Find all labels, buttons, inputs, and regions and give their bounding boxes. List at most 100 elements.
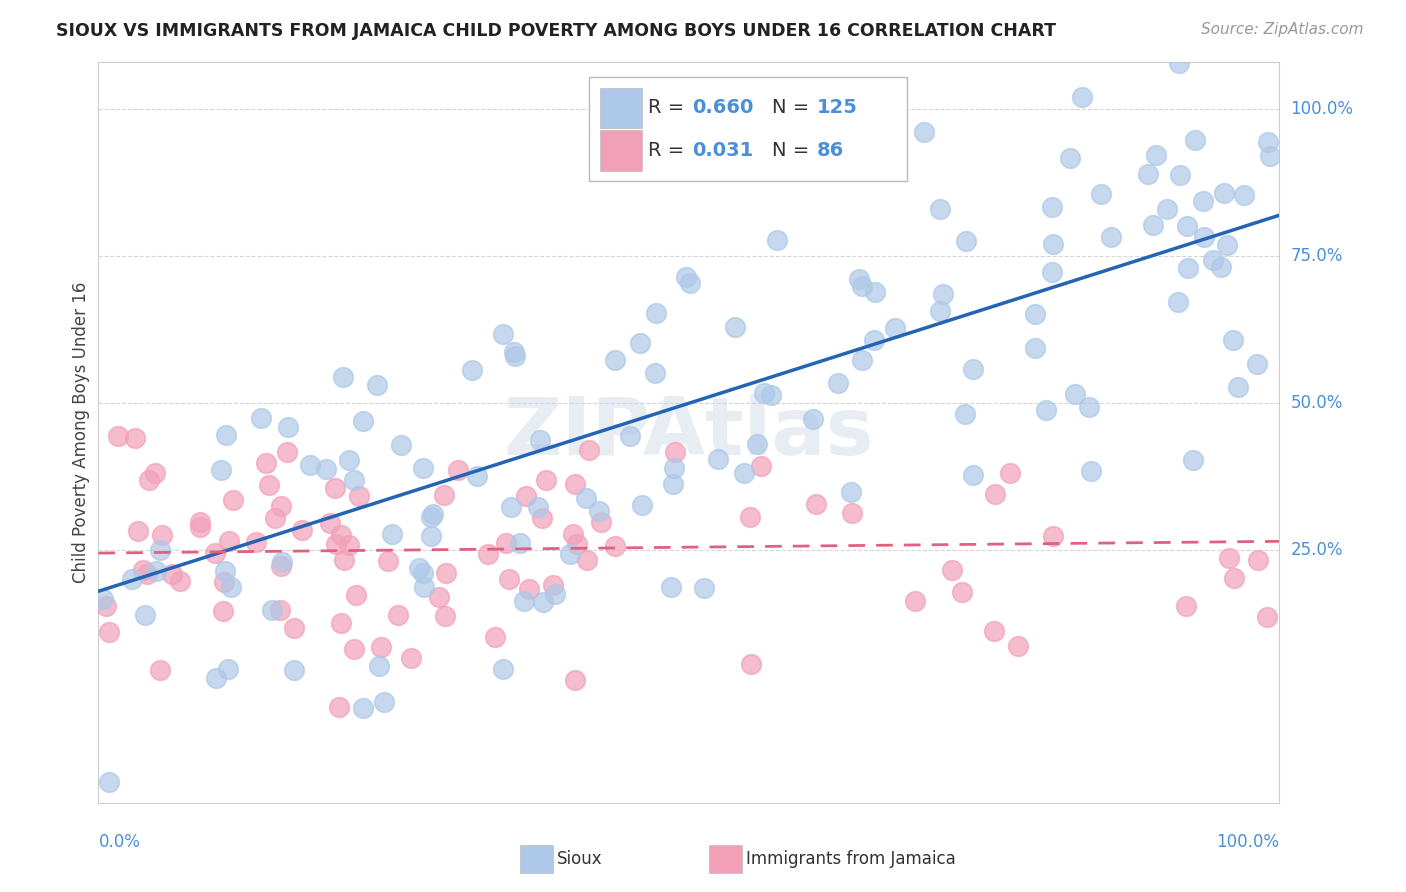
Point [904,593,927,607]
Point [270,499,292,513]
Point [1175,599,1198,613]
Point [1168,56,1191,70]
Point [399,651,422,665]
Point [138,473,160,487]
Point [262,602,284,616]
Point [591,515,613,529]
Point [644,306,666,320]
Point [352,414,374,428]
Point [502,344,524,359]
Text: 86: 86 [817,141,844,160]
Point [1222,333,1244,347]
Point [254,456,277,470]
Point [1232,187,1254,202]
Point [127,524,149,539]
Point [135,567,157,582]
Point [98,624,121,639]
Point [412,566,434,581]
Point [679,276,702,290]
Point [1090,187,1112,202]
Point [96,599,118,613]
Point [1218,551,1240,566]
Point [434,566,457,580]
Point [188,516,211,530]
Point [381,527,404,541]
Point [530,510,553,524]
Point [328,700,350,714]
Point [169,574,191,588]
Point [1258,148,1281,162]
Point [93,592,115,607]
Point [1177,261,1199,276]
Point [373,696,395,710]
Point [526,500,548,514]
Point [498,572,520,586]
Point [733,466,755,480]
Point [214,565,236,579]
Point [298,458,321,472]
Text: 50.0%: 50.0% [1291,394,1343,412]
Point [149,542,172,557]
Point [1256,610,1278,624]
Point [1042,200,1064,214]
Point [983,487,1005,501]
Point [932,286,955,301]
Text: 100.0%: 100.0% [1291,101,1354,119]
Point [1202,252,1225,267]
Point [460,363,482,377]
Point [575,491,598,506]
Point [827,376,849,391]
Point [531,595,554,609]
Point [325,536,347,550]
Point [1142,219,1164,233]
Point [215,428,238,442]
Point [433,488,456,502]
Point [631,498,654,512]
Text: R =: R = [648,141,690,160]
Point [412,460,434,475]
Point [484,630,506,644]
Point [329,615,352,630]
Point [269,603,291,617]
Text: 0.0%: 0.0% [98,833,141,851]
Point [413,580,436,594]
Point [749,459,772,474]
Point [740,657,762,672]
Point [495,536,517,550]
Point [1144,148,1167,162]
Point [1059,151,1081,165]
Point [250,411,273,425]
Text: 100.0%: 100.0% [1216,833,1279,851]
Point [950,584,973,599]
Point [337,453,360,467]
Point [1246,358,1268,372]
Point [1226,380,1249,394]
Text: Source: ZipAtlas.com: Source: ZipAtlas.com [1201,22,1364,37]
Point [152,528,174,542]
Point [664,461,686,475]
Point [1223,572,1246,586]
Point [276,445,298,459]
Point [515,489,537,503]
Text: SIOUX VS IMMIGRANTS FROM JAMAICA CHILD POVERTY AMONG BOYS UNDER 16 CORRELATION C: SIOUX VS IMMIGRANTS FROM JAMAICA CHILD P… [56,22,1056,40]
Point [1007,640,1029,654]
Point [564,477,586,491]
Text: N =: N = [772,141,815,160]
Point [366,378,388,392]
Point [983,624,1005,638]
Point [218,533,240,548]
Text: ZIPAtlas: ZIPAtlas [503,393,875,472]
Point [745,437,768,451]
Point [565,537,588,551]
Point [1192,230,1215,244]
Point [1080,464,1102,478]
Point [291,523,314,537]
Point [343,473,366,487]
Point [941,563,963,577]
FancyBboxPatch shape [600,130,641,170]
Point [588,504,610,518]
Point [427,590,450,604]
Point [962,362,984,376]
Point [1078,401,1101,415]
Point [534,473,557,487]
